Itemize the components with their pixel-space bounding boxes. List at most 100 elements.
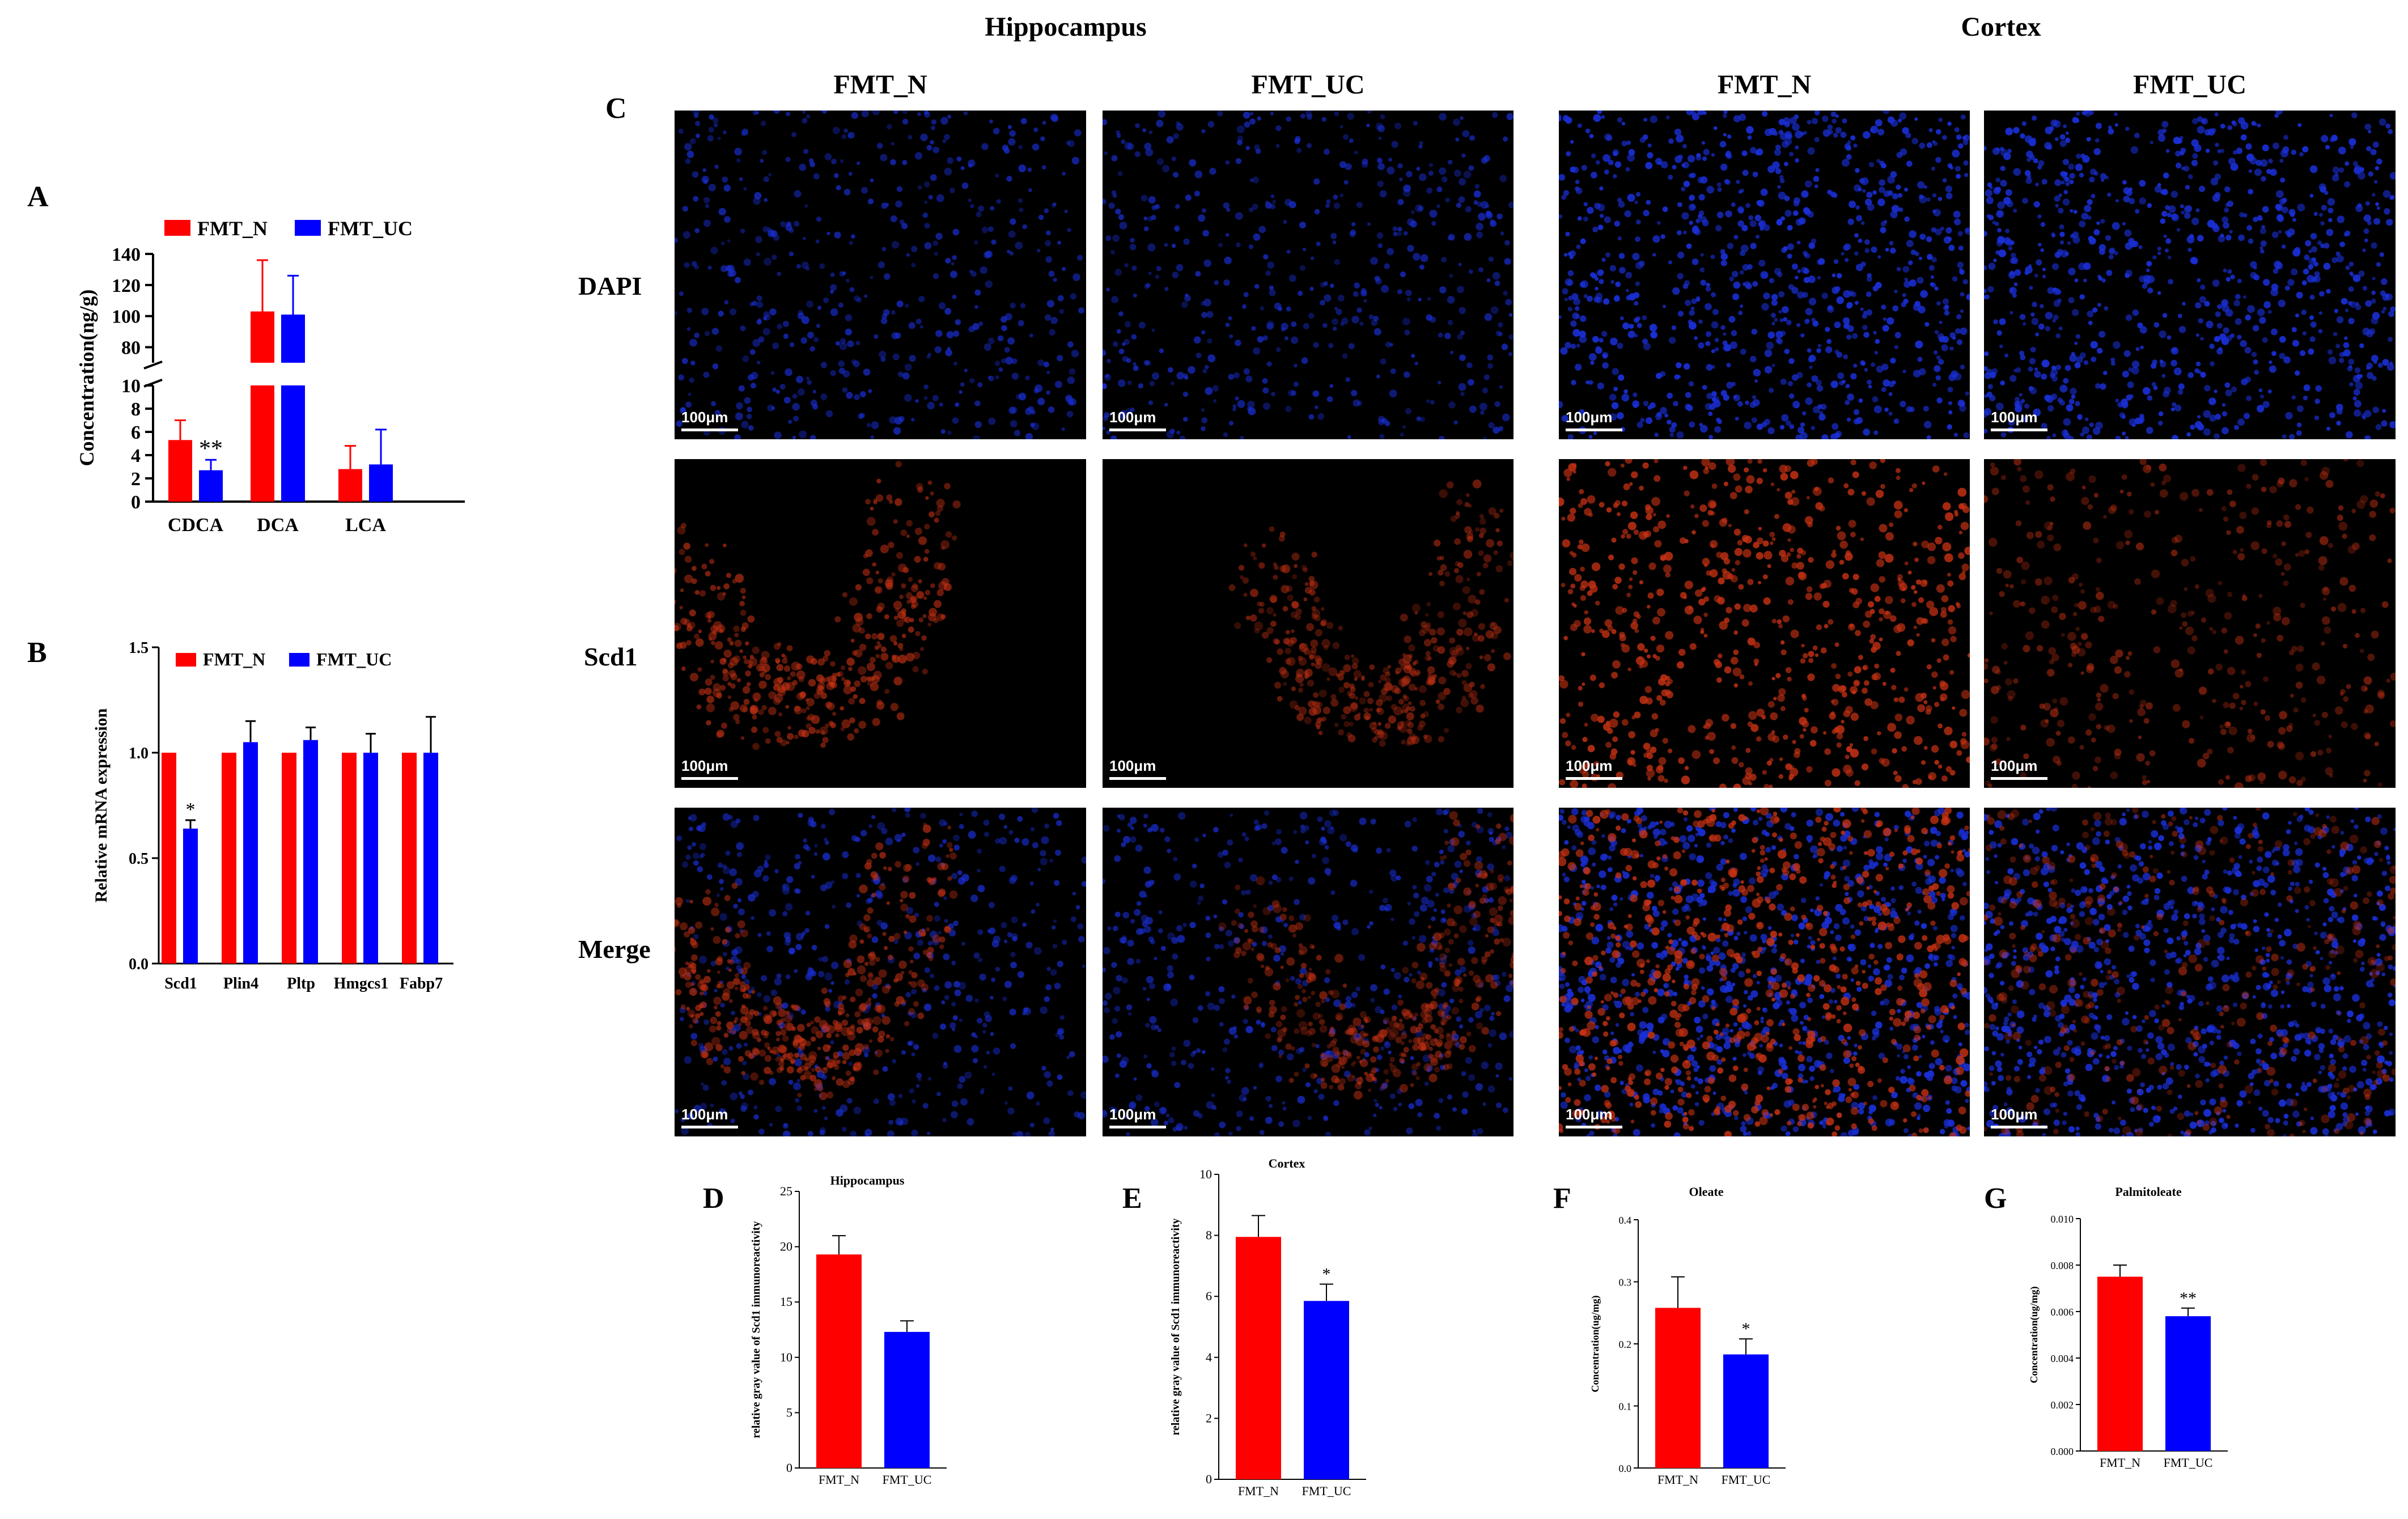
legend-swatch-fmt-n [176,653,196,667]
row-label-merge: Merge [578,935,651,964]
y-axis-label: relative gray value of Scd1 immunoreacti… [1169,1218,1182,1435]
micrograph-scd1-cortex-fmt-uc: 100μm [1984,459,2396,788]
scale-bar-label: 100μm [681,409,728,426]
scale-bar-line [1566,1126,1622,1128]
bar-fmt-n-hmgcs1 [342,753,357,964]
y-tick-label: 8 [1206,1228,1212,1242]
scale-bar-line [681,1126,738,1128]
scale-bar-label: 100μm [1109,757,1156,774]
bar-fmt-n-scd1 [162,753,176,964]
y-tick-label: 0.5 [129,850,149,868]
x-tick-label-plin4: Plin4 [223,975,258,992]
bar-fmt-n-plin4 [222,753,236,964]
scale-bar-label: 100μm [1566,409,1613,426]
y-tick-label: 20 [780,1240,792,1254]
y-tick-label: 1.5 [129,639,149,657]
chart-e-cortex-gray: Cortex 0 2 4 6 8 10 relative gray value of Scd1… [1169,1156,1366,1498]
scale-bar-line [1109,777,1166,780]
bar-fmt-uc [2165,1316,2211,1451]
y-tick-label: 0.0 [1619,1463,1632,1474]
bar-fmt-uc [1304,1301,1349,1479]
y-tick-label: 15 [780,1295,792,1309]
chart-title: Oleate [1689,1185,1723,1199]
chart-title: Palmitoleate [2115,1185,2182,1199]
scale-bar: 100μm [681,1106,738,1128]
scale-bar-line [1991,428,2047,431]
scale-bar-label: 100μm [1109,409,1156,426]
micrograph-merge-hippo-fmt-uc: 100μm [1103,808,1514,1136]
x-tick-label-fmt-uc: FMT_UC [1722,1473,1771,1487]
micrograph-scd1-cortex-fmt-n: 100μm [1559,459,1970,788]
x-tick-label-fmt-uc: FMT_UC [883,1473,932,1487]
y-tick-label: 0.006 [2051,1306,2074,1318]
legend-swatch-fmt-uc [295,220,321,236]
bar-fmt-n-cdca [168,440,192,502]
row-label-scd1: Scd1 [584,642,638,671]
y-axis-label: Concentration(ug/mg) [2028,1287,2040,1384]
chart-title: Hippocampus [830,1173,905,1187]
y-tick-label: 0 [131,492,141,513]
bar-fmt-uc-plin4 [243,742,258,964]
scale-bar: 100μm [1109,757,1166,780]
y-tick-label: 0.3 [1619,1277,1632,1288]
chart-b-mrna-expression: FMT_N FMT_UC 0.0 0.5 1.0 1.5 Relative mRNA exp… [92,639,453,992]
y-tick-label: 120 [112,275,141,296]
x-tick-label-fmt-uc: FMT_UC [1302,1484,1351,1498]
scale-bar: 100μm [1566,409,1622,431]
scale-bar: 100μm [1991,757,2047,780]
x-tick-label-scd1: Scd1 [164,975,197,992]
panel-label-e: E [1122,1182,1142,1215]
x-tick-label-fabp7: Fabp7 [400,975,443,992]
y-tick-label: 140 [112,244,141,265]
micrograph-dapi-hippo-fmt-n: 100μm [675,111,1086,439]
chart-d-hippocampus-gray: Hippocampus 0 5 10 15 20 25 relative gray value… [750,1173,947,1487]
bar-fmt-n-fabp7 [402,753,417,964]
micrograph-merge-cortex-fmt-uc: 100μm [1984,808,2396,1136]
x-tick-label-dca: DCA [257,515,299,536]
y-tick-label: 0.000 [2051,1446,2074,1457]
y-tick-label: 0.002 [2051,1399,2074,1411]
bar-fmt-n [2097,1276,2143,1451]
bar-fmt-uc-cdca [199,470,223,502]
y-tick-label: 0.008 [2051,1260,2074,1271]
scale-bar-line [1566,428,1622,431]
scale-bar: 100μm [1566,1106,1622,1128]
y-axis-label: relative gray value of Scd1 immunoreacti… [750,1221,762,1438]
bar-fmt-n-pltp [282,753,296,964]
y-tick-label: 8 [131,399,141,420]
significance-marker: ** [2180,1289,2197,1308]
section-header-cortex: Cortex [1961,12,2041,42]
y-tick-label: 1.0 [129,745,149,762]
y-axis-label: Relative mRNA expression [92,708,111,902]
legend-label-fmt-uc: FMT_UC [316,649,392,669]
y-tick-label: 6 [131,422,141,443]
bar-fmt-n [816,1254,862,1468]
y-tick-label: 0.004 [2051,1353,2074,1364]
micrograph-dapi-hippo-fmt-uc: 100μm [1103,111,1514,439]
scale-bar-line [1566,777,1622,780]
y-tick-label: 0.0 [129,956,149,973]
y-axis-label: Concentration(ng/g) [75,290,98,466]
y-tick-label: 5 [786,1405,792,1419]
scale-bar-line [681,777,738,780]
micrograph-dapi-cortex-fmt-n: 100μm [1559,111,1970,439]
x-tick-label-cdca: CDCA [168,515,224,536]
y-tick-label: 4 [131,445,141,466]
scale-bar-label: 100μm [681,1106,728,1123]
bar-fmt-n-lca [338,469,362,502]
scale-bar-label: 100μm [1109,1106,1156,1123]
panel-label-f: F [1553,1182,1571,1215]
x-tick-label-fmt-n: FMT_N [1657,1473,1698,1487]
scale-bar-label: 100μm [1991,1106,2038,1123]
significance-marker: * [186,799,196,820]
x-tick-label-fmt-n: FMT_N [819,1473,859,1487]
scale-bar-line [1991,1126,2047,1128]
scale-bar-line [1109,1126,1166,1128]
panel-label-b: B [27,637,47,669]
y-tick-label: 0.4 [1619,1215,1632,1226]
micrograph-scd1-hippo-fmt-n: 100μm [675,459,1086,788]
y-tick-label: 0 [786,1461,792,1475]
micrograph-dapi-cortex-fmt-uc: 100μm [1984,111,2396,439]
chart-title: Cortex [1269,1156,1305,1170]
y-tick-label: 10 [780,1350,792,1364]
